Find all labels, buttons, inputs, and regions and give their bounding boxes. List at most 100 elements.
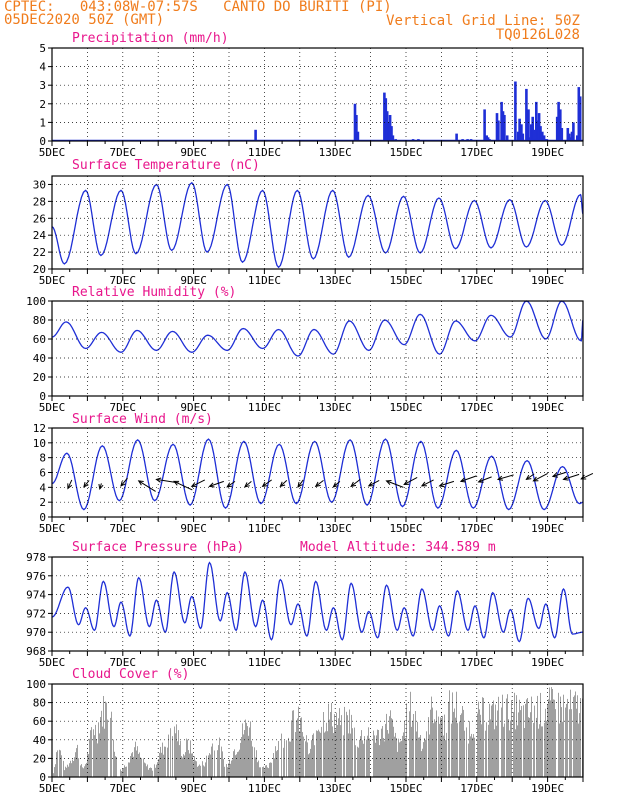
cloud-cover-column <box>410 691 411 777</box>
cloud-cover-column <box>196 761 197 777</box>
precipitation-bar <box>520 124 523 141</box>
cloud-cover-column <box>320 732 321 777</box>
cloud-cover-column <box>538 728 539 777</box>
cloud-cover-column <box>184 755 185 777</box>
cloud-cover-column <box>170 728 171 777</box>
cloud-cover-column <box>187 739 188 777</box>
temperature-line <box>51 181 584 269</box>
precipitation-bar <box>527 109 530 141</box>
precipitation-bar <box>356 131 360 141</box>
cloud-cover-column <box>83 768 84 777</box>
cloud-cover-column <box>452 692 453 777</box>
cloud-cover-column <box>309 753 310 777</box>
precipitation-bar <box>254 129 257 141</box>
y-tick-label: 976 <box>26 570 46 583</box>
wind-arrow <box>191 479 206 487</box>
cloud-cover-column <box>277 750 278 777</box>
cloud-cover-column <box>341 715 342 777</box>
cloud-cover-column <box>560 696 561 777</box>
cloud-cover-column <box>91 727 92 777</box>
cloud-cover-column <box>55 764 56 777</box>
cloud-cover-column <box>100 717 101 777</box>
precipitation-bar <box>516 131 520 141</box>
cloud-cover-column <box>498 696 499 777</box>
cloud-cover-column <box>167 747 168 777</box>
cloud-cover-column <box>289 741 290 777</box>
cloud-cover-column <box>136 750 137 777</box>
precipitation-bar <box>541 131 544 141</box>
cloud-cover-column <box>164 746 165 777</box>
cloud-cover-column <box>310 748 311 777</box>
cloud-cover-column <box>533 723 534 777</box>
cloud-cover-column <box>394 736 395 777</box>
cloud-cover-column <box>360 736 361 777</box>
cloud-cover-column <box>542 726 543 777</box>
cloud-cover-column <box>428 717 429 777</box>
cloud-cover-column <box>552 689 553 777</box>
cloud-cover-column <box>421 751 422 777</box>
cloud-cover-column <box>101 710 102 777</box>
cloud-cover-column <box>333 733 334 777</box>
cloud-cover-column <box>77 744 78 777</box>
x-tick-label: 17DEC <box>460 522 493 535</box>
x-tick-label: 13DEC <box>319 656 352 669</box>
cloud-cover-column <box>150 767 151 777</box>
cloud-cover-column <box>553 699 554 777</box>
precipitation-bar <box>536 120 539 141</box>
cloud-cover-column <box>441 717 442 777</box>
wind-arrow-head <box>532 476 539 482</box>
cloud-cover-column <box>462 706 463 777</box>
cloud-cover-column <box>554 699 555 777</box>
cloud-cover-column <box>468 743 469 777</box>
panel-precipitation: 0 1 2 3 4 5 5DEC 7DEC 9DEC 11DEC 13DEC 15DEC 17DEC 19… <box>39 31 584 159</box>
x-tick-label: 9DEC <box>180 656 207 669</box>
cloud-cover-column <box>346 711 347 777</box>
cloud-cover-column <box>66 767 67 777</box>
cloud-cover-column <box>374 735 375 777</box>
cloud-cover-column <box>349 709 350 777</box>
cloud-cover-column <box>375 742 376 777</box>
cloud-cover-column <box>492 704 493 777</box>
cloud-cover-column <box>567 698 568 777</box>
cloud-cover-column <box>165 746 166 777</box>
cloud-cover-column <box>94 735 95 777</box>
cloud-cover-column <box>461 713 462 777</box>
cloud-cover-column <box>482 697 483 777</box>
precipitation-bar <box>576 135 579 141</box>
cloud-cover-column <box>204 766 205 777</box>
cloud-cover-column <box>574 695 575 777</box>
y-tick-label: 20 <box>33 263 46 276</box>
cloud-cover-column <box>198 765 199 777</box>
cloud-cover-column <box>550 700 551 777</box>
cloud-cover-column <box>260 767 261 777</box>
precipitation-bar <box>518 118 521 141</box>
precipitation-bar <box>483 109 486 141</box>
cloud-cover-column <box>511 700 512 777</box>
cloud-cover-column <box>459 721 460 777</box>
x-tick-label: 11DEC <box>248 401 281 414</box>
x-tick-label: 7DEC <box>110 401 137 414</box>
cloud-cover-column <box>76 748 77 777</box>
cloud-cover-column <box>242 723 243 777</box>
precipitation-bar <box>387 122 390 141</box>
cloud-cover-column <box>352 728 353 777</box>
cloud-cover-column <box>569 709 570 777</box>
cloud-cover-column <box>231 760 232 777</box>
cloud-cover-column <box>507 694 508 777</box>
cloud-cover-column <box>61 755 62 777</box>
cloud-cover-column <box>130 756 131 777</box>
cloud-cover-column <box>131 753 132 777</box>
cloud-cover-column <box>258 760 259 777</box>
precipitation-bar <box>555 116 559 141</box>
cloud-cover-column <box>403 732 404 777</box>
precipitation-bar <box>528 137 532 141</box>
wind-arrow-head <box>332 482 339 488</box>
cloud-cover-column <box>474 737 475 777</box>
cloud-cover-column <box>144 762 145 777</box>
cloud-cover-column <box>103 696 104 777</box>
cloud-cover-column <box>377 729 378 777</box>
cloud-cover-column <box>579 713 580 777</box>
precipitation-bar <box>567 133 571 141</box>
cloud-cover-column <box>368 727 369 777</box>
cloud-cover-column <box>174 726 175 777</box>
